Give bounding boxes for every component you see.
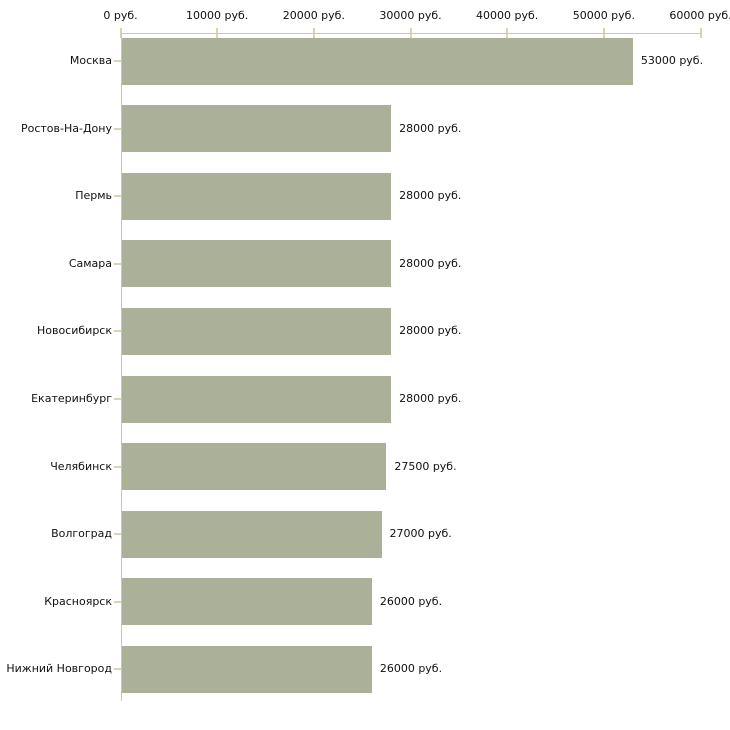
bar-9 (121, 578, 372, 626)
category-tick-mark (114, 533, 121, 536)
category-label: Екатеринбург (31, 392, 112, 405)
bar-6 (121, 375, 392, 423)
x-tick-label: 10000 руб. (186, 9, 249, 22)
x-tick-label: 20000 руб. (282, 9, 345, 22)
bar-3 (121, 172, 392, 220)
bar-8 (121, 510, 382, 558)
bar-4 (121, 240, 392, 288)
category-label: Красноярск (44, 594, 112, 608)
value-label: 26000 руб. (379, 594, 443, 608)
bar-5 (121, 307, 392, 355)
category-label: Москва (69, 54, 112, 67)
category-label: Волгоград (51, 527, 112, 541)
bar-1 (121, 37, 633, 85)
category-tick-mark (114, 465, 121, 468)
category-tick-mark (114, 195, 121, 198)
x-tick-label: 40000 руб. (476, 9, 539, 22)
category-tick-mark (114, 668, 121, 671)
bar-7 (121, 443, 387, 491)
x-axis-line (120, 33, 702, 34)
value-label: 28000 руб. (399, 392, 462, 405)
x-tick-label: 0 руб. (103, 9, 138, 22)
value-label: 26000 руб. (379, 662, 443, 676)
value-label: 53000 руб. (640, 54, 704, 67)
category-label: Самара (68, 256, 112, 270)
category-label: Новосибирск (36, 324, 112, 338)
bar-10 (121, 645, 372, 693)
category-tick-mark (114, 262, 121, 265)
category-label: Челябинск (50, 459, 112, 473)
value-label: 28000 руб. (399, 256, 462, 270)
value-label: 27000 руб. (389, 527, 452, 541)
category-tick-mark (114, 600, 121, 603)
value-label: 28000 руб. (399, 324, 462, 338)
x-tick-label: 50000 руб. (572, 9, 635, 22)
category-tick-mark (114, 330, 121, 333)
category-label: Ростов-На-Дону (20, 121, 112, 135)
category-tick-mark (114, 60, 121, 62)
category-label: Нижний Новгород (6, 662, 112, 676)
value-label: 27500 руб. (394, 459, 457, 473)
category-label: Пермь (75, 189, 112, 203)
value-label: 28000 руб. (399, 121, 462, 135)
category-tick-mark (114, 398, 121, 400)
value-label: 28000 руб. (399, 189, 462, 203)
y-axis-line (120, 33, 122, 701)
x-tick-label: 60000 руб. (669, 9, 730, 22)
category-tick-mark (114, 127, 121, 130)
bar-2 (121, 105, 392, 153)
x-tick-label: 30000 руб. (379, 9, 442, 22)
